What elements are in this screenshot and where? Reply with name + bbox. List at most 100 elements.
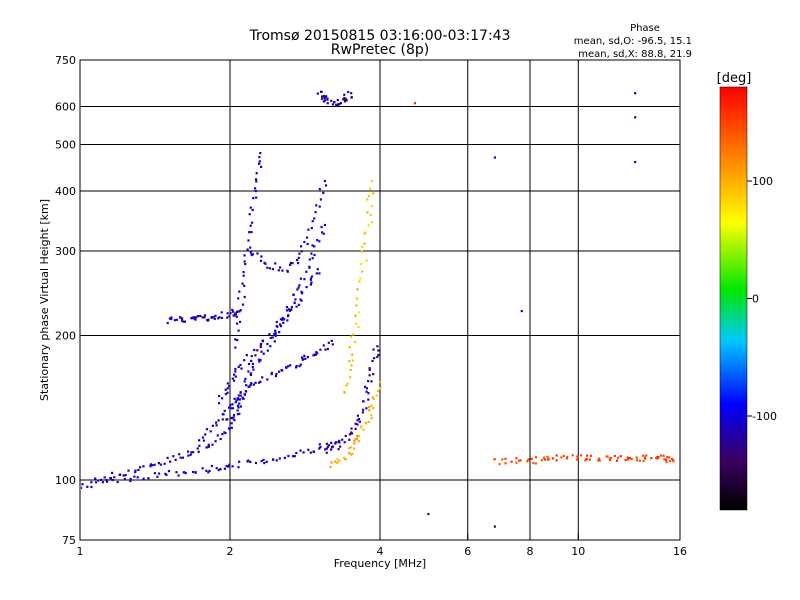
data-point <box>177 474 180 477</box>
data-point <box>226 312 229 315</box>
data-point <box>275 459 278 462</box>
x-axis: 1 2 4 6 8 10 16 <box>77 534 687 558</box>
phase-stats-title: Phase <box>630 23 660 34</box>
colorbar-tick-label: -100 <box>752 410 777 423</box>
data-point <box>325 447 328 450</box>
data-point <box>250 254 253 257</box>
data-point <box>279 323 282 326</box>
data-point <box>312 354 315 357</box>
data-point <box>298 284 301 287</box>
data-point <box>285 366 288 369</box>
data-point <box>260 460 263 463</box>
data-point <box>626 456 629 459</box>
data-point <box>124 474 127 477</box>
data-point <box>249 373 252 377</box>
data-point <box>207 471 210 474</box>
data-point <box>300 245 303 248</box>
data-point <box>179 316 182 319</box>
data-point <box>234 401 237 404</box>
data-point <box>363 232 366 235</box>
data-point <box>259 359 262 362</box>
data-point <box>352 333 355 336</box>
data-point <box>179 456 182 459</box>
data-point <box>243 380 246 383</box>
data-point <box>334 460 337 463</box>
data-point <box>520 310 523 313</box>
data-point <box>220 311 223 314</box>
data-point <box>97 479 100 482</box>
data-point <box>243 284 246 287</box>
data-point <box>338 441 341 444</box>
data-point <box>361 245 364 248</box>
data-point <box>316 239 319 242</box>
data-point <box>289 364 292 367</box>
data-point <box>226 418 229 421</box>
data-point <box>298 365 301 368</box>
data-point <box>356 437 359 440</box>
data-point <box>100 478 103 481</box>
data-point <box>324 184 328 187</box>
data-point <box>309 451 312 454</box>
data-point <box>370 404 373 407</box>
data-point <box>244 377 247 380</box>
data-point <box>303 240 306 244</box>
data-point <box>628 457 631 460</box>
data-point <box>318 188 321 191</box>
data-point <box>254 190 257 193</box>
data-point <box>347 90 350 94</box>
data-point <box>274 333 277 336</box>
data-point <box>325 451 328 454</box>
data-point <box>248 231 251 234</box>
data-point <box>305 286 308 289</box>
data-point <box>243 359 246 362</box>
data-point <box>510 460 513 463</box>
data-point <box>240 367 243 370</box>
data-point <box>238 460 241 463</box>
data-point <box>238 398 241 401</box>
data-point <box>233 373 236 376</box>
data-point <box>330 99 333 102</box>
x-tick-label: 2 <box>227 545 234 558</box>
data-point <box>326 445 329 448</box>
data-point <box>291 262 294 265</box>
data-point <box>571 454 574 457</box>
data-point <box>220 316 224 319</box>
data-point <box>196 447 199 450</box>
data-point <box>665 458 668 461</box>
data-point <box>324 448 327 451</box>
data-point <box>230 416 233 419</box>
data-point <box>228 384 231 388</box>
data-point <box>237 406 240 409</box>
data-point <box>372 407 375 410</box>
data-point <box>285 306 289 309</box>
x-tick-label: 10 <box>571 545 585 558</box>
data-point <box>194 471 197 474</box>
data-point <box>201 316 204 319</box>
data-point <box>169 460 172 463</box>
data-point <box>331 103 334 106</box>
data-point <box>192 316 195 319</box>
data-point <box>111 478 114 482</box>
data-point <box>315 272 318 275</box>
data-point <box>129 477 132 481</box>
data-point <box>313 253 316 257</box>
data-point <box>343 96 346 100</box>
data-point <box>318 447 321 450</box>
data-point <box>233 314 236 317</box>
data-point <box>122 474 125 477</box>
data-point <box>231 377 234 380</box>
data-point <box>90 485 93 489</box>
data-point <box>322 232 325 235</box>
data-point <box>337 448 340 451</box>
data-point <box>319 198 322 201</box>
data-point <box>630 457 633 461</box>
data-point <box>372 397 375 401</box>
data-point <box>626 458 630 461</box>
data-point <box>187 454 190 457</box>
data-point <box>314 211 317 214</box>
data-point <box>156 475 159 478</box>
data-point <box>242 271 245 274</box>
data-point <box>205 428 208 431</box>
colorbar-tick-label: 100 <box>752 175 773 188</box>
data-point <box>372 192 375 195</box>
